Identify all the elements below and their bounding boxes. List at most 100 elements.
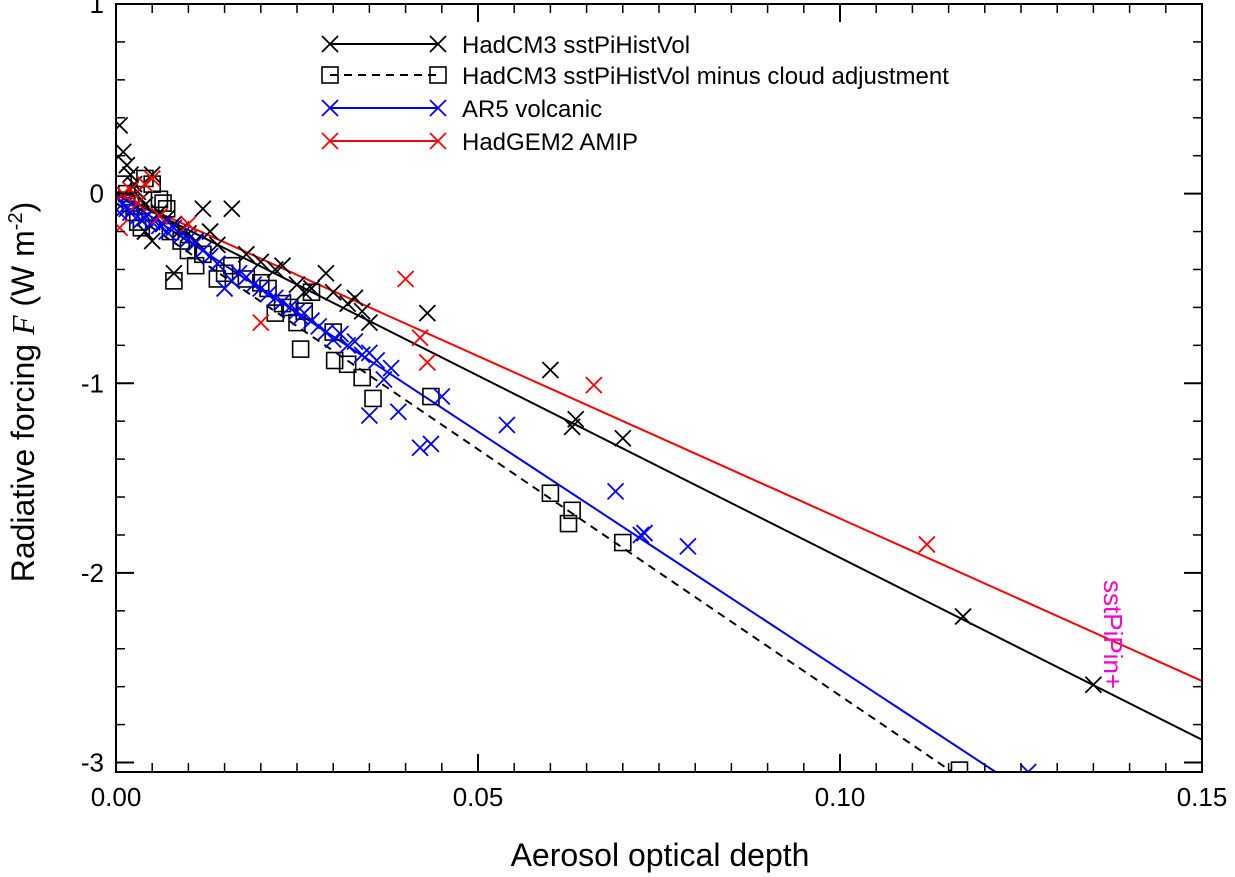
point-s3-10-stroke-b	[411, 329, 429, 347]
legend-label-0: HadCM3 sstPiHistVol	[462, 32, 690, 59]
point-s1-10	[157, 200, 176, 218]
point-s0-0-stroke-b	[116, 116, 129, 131]
point-s0-29	[346, 289, 364, 307]
point-s0-36-stroke-b	[541, 361, 560, 379]
legend-marker-start-1	[321, 66, 339, 84]
point-s0-20	[252, 253, 270, 271]
fit-line-series-2	[116, 192, 997, 772]
annotation-label: sstPiPin+	[1098, 580, 1128, 689]
point-s0-20-stroke-b	[252, 253, 270, 271]
fit-line-series-3	[116, 192, 1202, 682]
point-s0-15	[194, 200, 212, 218]
point-s2-18	[208, 255, 226, 273]
point-s1-4	[128, 213, 147, 231]
point-s0-1	[116, 143, 132, 161]
fit-line-series-1	[116, 202, 953, 772]
point-s0-26	[317, 264, 335, 282]
point-s2-3-stroke-b	[121, 203, 140, 222]
legend-marker-start-2-stroke-b	[321, 99, 339, 117]
point-s2-16	[194, 241, 212, 260]
legend-marker-end-0-stroke-b	[429, 35, 447, 53]
point-s0-3-stroke-b	[121, 166, 140, 184]
point-s1-29	[302, 283, 321, 302]
point-s2-41	[368, 351, 386, 370]
point-s0-27	[324, 283, 342, 301]
x-tick-label: 0.00	[91, 782, 142, 812]
point-s2-36-stroke-b	[331, 325, 350, 343]
point-s3-8	[252, 313, 270, 332]
point-s2-28-stroke-b	[281, 298, 299, 317]
point-s0-19-stroke-b	[237, 245, 255, 263]
point-s2-43-stroke-b	[375, 370, 393, 389]
point-s2-23-stroke-b	[244, 276, 263, 294]
point-s2-47-stroke-b	[422, 435, 440, 453]
point-s0-39	[614, 429, 632, 447]
point-s2-49-stroke-b	[498, 416, 516, 434]
point-s2-32	[302, 312, 321, 330]
point-s2-51	[632, 526, 650, 544]
point-s1-20	[237, 270, 256, 288]
point-s0-32	[136, 222, 154, 241]
point-s0-17	[208, 236, 226, 254]
point-s0-25-stroke-b	[302, 279, 321, 298]
y-axis-title-main: Radiative forcing	[5, 335, 41, 582]
point-s2-8-stroke-b	[143, 213, 161, 231]
point-s2-42-stroke-b	[360, 406, 379, 425]
legend-marker-start-2	[321, 99, 339, 117]
point-s2-7-stroke-b	[136, 209, 154, 227]
point-s2-50-stroke-b	[606, 482, 625, 500]
x-axis-title: Aerosol optical depth	[511, 837, 810, 873]
point-s1-12	[165, 272, 183, 290]
y-tick-label: -1	[81, 368, 104, 398]
point-s2-39	[353, 346, 371, 364]
point-s2-21-stroke-b	[230, 264, 248, 282]
y-tick-label: 0	[90, 179, 104, 209]
axes: 0.00 0.05 0.10 0.15 -3 -2 -1 0 1	[81, 0, 1227, 812]
legend-marker-start-3	[321, 132, 339, 150]
point-s2-49	[498, 416, 516, 434]
point-s2-16-stroke-b	[194, 241, 212, 260]
point-s2-48	[433, 387, 451, 406]
legend-marker-start-3-stroke-b	[321, 132, 339, 150]
point-s0-27-stroke-b	[324, 283, 342, 301]
point-s0-26-stroke-b	[317, 264, 335, 282]
point-s0-28	[339, 294, 357, 313]
y-axis-title-unit: (W m	[5, 230, 41, 315]
point-s0-41-stroke-b	[1084, 676, 1103, 694]
y-tick-label: -2	[81, 558, 104, 588]
point-s3-4-stroke-b	[136, 175, 154, 193]
legend-label-3: HadGEM2 AMIP	[462, 129, 638, 156]
point-s2-54	[1019, 763, 1037, 772]
data-markers	[116, 116, 1103, 772]
point-s1-19	[223, 256, 241, 275]
point-s0-7-stroke-b	[136, 196, 154, 214]
point-s2-27-stroke-b	[273, 293, 292, 311]
point-s3-3	[129, 194, 147, 212]
point-s0-7	[136, 196, 154, 214]
point-s0-33-stroke-b	[143, 232, 161, 250]
legend-label-1: HadCM3 sstPiHistVol minus cloud adjustme…	[462, 63, 949, 90]
legend-marker-end-3-stroke-b	[429, 132, 447, 150]
legend-marker-start-0-stroke-b	[321, 35, 339, 53]
point-s0-31	[360, 313, 379, 332]
point-s1-40	[950, 761, 969, 772]
point-s0-18	[223, 200, 241, 218]
point-s3-3-stroke-b	[129, 194, 147, 212]
point-s2-54-stroke-b	[1026, 763, 1037, 772]
legend-label-2: AR5 volcanic	[462, 96, 602, 123]
fit-lines	[116, 192, 1202, 772]
point-s0-2	[118, 156, 136, 174]
point-s2-24	[252, 279, 270, 298]
legend-marker-end-2	[429, 99, 447, 117]
point-s0-39-stroke-b	[614, 429, 632, 447]
point-s0-29-stroke-b	[346, 289, 364, 307]
point-s2-53-stroke-b	[679, 537, 697, 555]
point-s3-11-stroke-b	[418, 353, 436, 372]
point-s2-18-stroke-b	[208, 255, 226, 273]
point-s0-36	[541, 361, 560, 379]
point-s3-0-stroke-b	[116, 219, 129, 233]
point-s2-47	[422, 435, 440, 453]
point-s3-12	[585, 376, 603, 394]
point-s2-50	[606, 482, 625, 500]
point-s0-28-stroke-b	[339, 294, 357, 313]
